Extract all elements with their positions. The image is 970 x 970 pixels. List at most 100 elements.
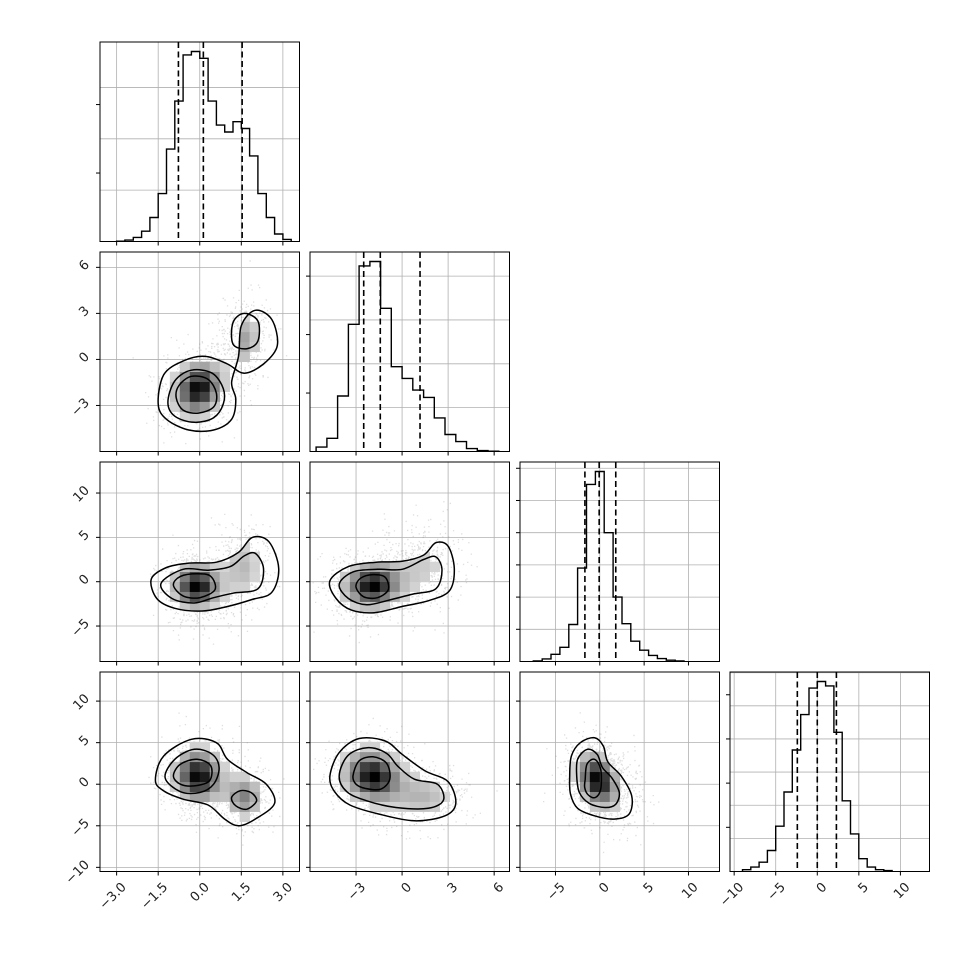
panel-content bbox=[149, 513, 281, 645]
y-tick-label: 0 bbox=[76, 774, 92, 790]
density-cell bbox=[219, 771, 230, 783]
x-tick-label: −5 bbox=[544, 880, 568, 904]
density-cell bbox=[339, 591, 351, 602]
density-cell bbox=[349, 601, 361, 612]
density-cell bbox=[219, 371, 230, 382]
density-cell bbox=[399, 801, 411, 812]
density-cell bbox=[409, 561, 421, 573]
density-cell bbox=[219, 781, 230, 792]
density-cell bbox=[209, 571, 220, 582]
contour-line-0 bbox=[568, 736, 634, 820]
hist-bin bbox=[413, 390, 424, 451]
density-cell bbox=[249, 571, 260, 582]
density-cell bbox=[249, 321, 260, 333]
density-cell bbox=[609, 791, 621, 802]
density-cell bbox=[589, 801, 601, 812]
density-cell bbox=[249, 781, 260, 792]
density-cell bbox=[189, 391, 201, 402]
density-cell bbox=[369, 591, 381, 602]
density-cell bbox=[179, 371, 191, 382]
hist-content bbox=[115, 42, 292, 242]
density-cell bbox=[239, 351, 250, 363]
scatter-panel-0-2 bbox=[96, 461, 300, 666]
hist-bin bbox=[381, 308, 392, 451]
density-cell bbox=[189, 401, 201, 412]
density-cell bbox=[179, 771, 191, 783]
density-cell bbox=[359, 771, 371, 783]
density-cell bbox=[369, 771, 381, 783]
y-tick-label: 3 bbox=[76, 304, 92, 320]
contour-line-0 bbox=[329, 736, 457, 822]
density-cell bbox=[189, 571, 201, 582]
density-cell bbox=[189, 411, 201, 422]
hist-bin bbox=[631, 641, 640, 661]
density-cell bbox=[349, 591, 361, 602]
hist-content bbox=[532, 462, 685, 662]
density-cell bbox=[369, 571, 381, 582]
x-tick-label: 6 bbox=[491, 880, 507, 896]
density-cell bbox=[209, 401, 220, 412]
hist-bin bbox=[817, 682, 825, 872]
density-cell bbox=[219, 791, 230, 802]
x-tick-label: 3.0 bbox=[271, 880, 296, 905]
x-tick-label: 10 bbox=[679, 880, 701, 902]
density-cell bbox=[419, 571, 430, 582]
density-cell bbox=[589, 761, 601, 773]
density-cell bbox=[569, 761, 581, 773]
density-cell bbox=[209, 561, 220, 573]
contour-line-3 bbox=[230, 312, 261, 350]
density-cell bbox=[579, 761, 591, 773]
contour-line-2 bbox=[352, 755, 391, 791]
panel-content bbox=[132, 260, 288, 445]
density-cell bbox=[179, 581, 191, 592]
density-cell bbox=[239, 341, 250, 353]
density-cell bbox=[399, 571, 411, 582]
density-cell bbox=[379, 751, 391, 763]
density-cell bbox=[369, 781, 381, 792]
density-cell bbox=[399, 791, 411, 802]
x-tick-label: 3 bbox=[445, 880, 461, 896]
density-cell bbox=[199, 581, 211, 592]
contour-line-1 bbox=[575, 748, 621, 809]
density-cell bbox=[239, 541, 250, 553]
density-cell bbox=[169, 781, 181, 792]
contour-line-1 bbox=[338, 746, 445, 810]
hist-bin bbox=[424, 397, 435, 451]
density-cell bbox=[429, 781, 440, 792]
density-cell bbox=[389, 761, 401, 773]
density-cell bbox=[239, 331, 250, 343]
hist-content bbox=[315, 252, 500, 452]
hist-outline bbox=[315, 260, 500, 452]
density-cell bbox=[189, 601, 201, 612]
x-tick-label: 1.5 bbox=[229, 880, 254, 905]
x-tick-label: −10 bbox=[717, 880, 747, 910]
density-cell bbox=[179, 361, 191, 372]
density-cell bbox=[399, 781, 411, 792]
x-tick-label: 0 bbox=[399, 880, 415, 896]
density-cell bbox=[249, 801, 260, 812]
density-cell bbox=[359, 571, 371, 582]
hist-panel-1 bbox=[306, 251, 510, 456]
contour-line-0 bbox=[154, 737, 276, 827]
hist-content bbox=[741, 672, 893, 872]
density-cell bbox=[209, 601, 220, 612]
density-cell bbox=[339, 761, 351, 773]
hist-bin bbox=[622, 624, 631, 662]
density-cell bbox=[189, 751, 201, 763]
density-cell bbox=[239, 561, 250, 573]
density-cell bbox=[169, 401, 181, 412]
density-cells bbox=[169, 541, 260, 612]
scatter-panel-0-1 bbox=[96, 251, 300, 456]
density-cell bbox=[379, 771, 391, 783]
density-cell bbox=[349, 571, 361, 582]
density-cell bbox=[579, 791, 591, 802]
density-cell bbox=[209, 361, 220, 372]
hist-bin bbox=[587, 484, 596, 661]
hist-bin bbox=[801, 715, 809, 872]
hist-bin bbox=[767, 851, 775, 872]
density-cell bbox=[379, 561, 391, 573]
scatter-points bbox=[148, 712, 285, 846]
density-cell bbox=[409, 771, 421, 783]
density-cell bbox=[229, 561, 240, 573]
